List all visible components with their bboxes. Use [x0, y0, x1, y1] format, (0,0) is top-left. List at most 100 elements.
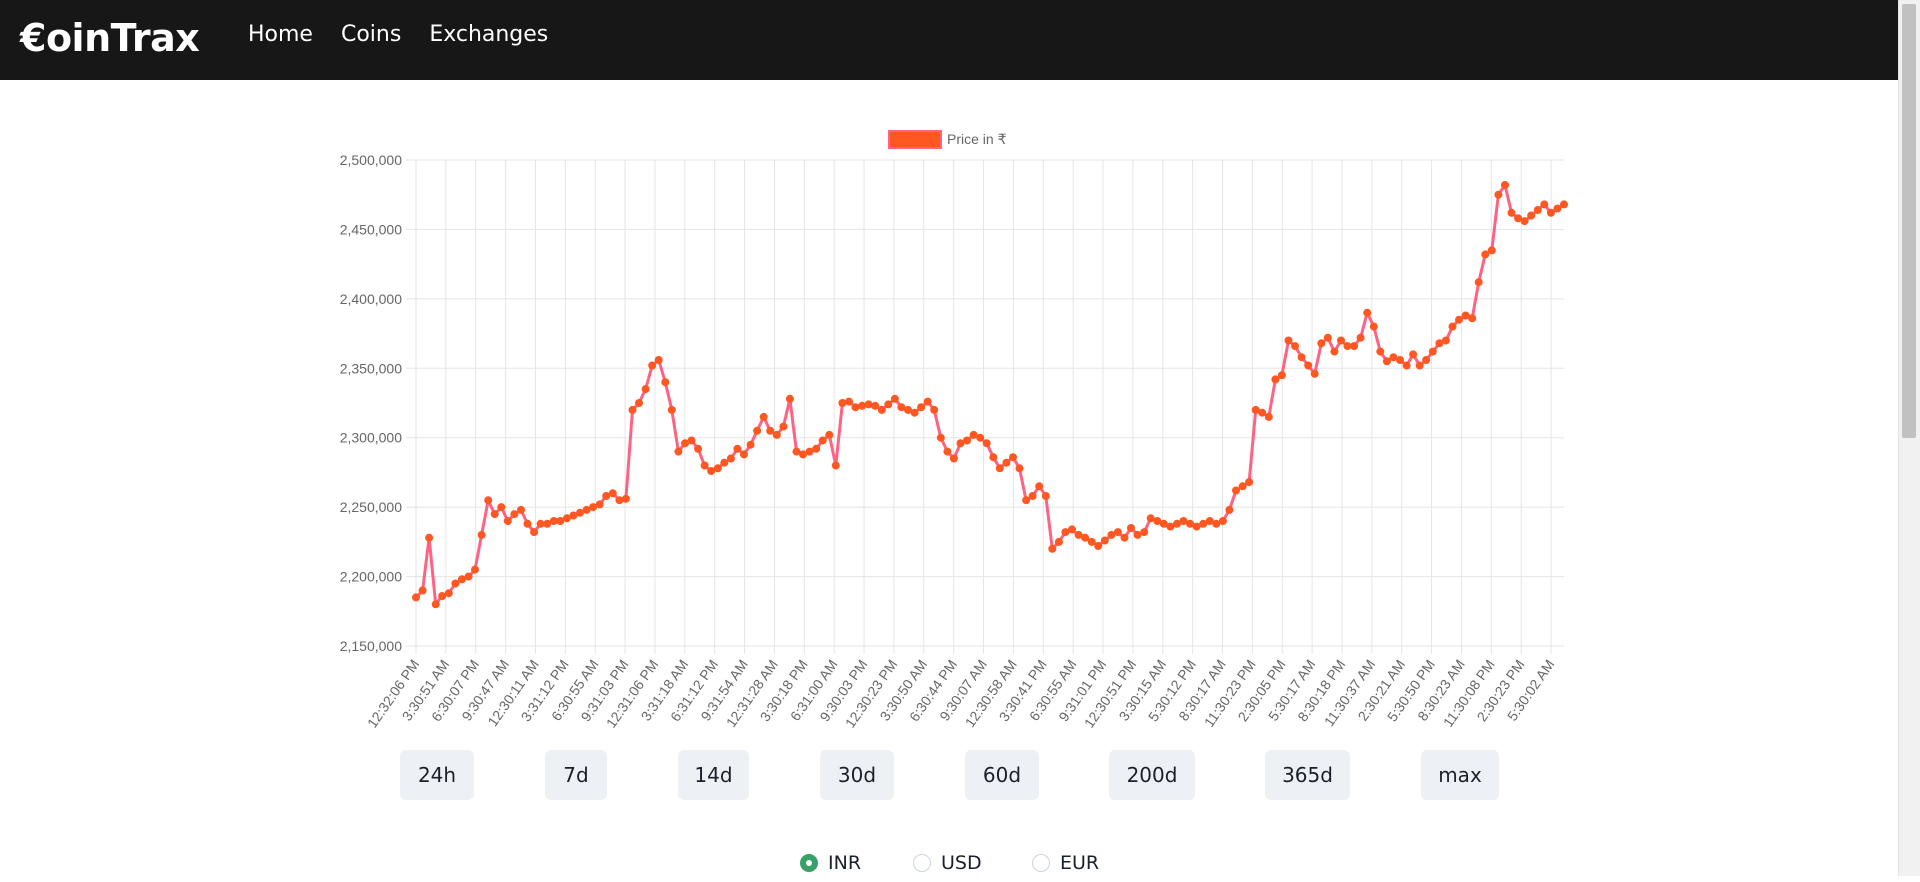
price-point[interactable]	[838, 399, 847, 407]
price-point[interactable]	[471, 565, 479, 574]
price-point[interactable]	[1205, 517, 1214, 525]
price-point[interactable]	[438, 592, 447, 600]
range-button-14d[interactable]: 14d	[678, 750, 749, 800]
price-point[interactable]	[1159, 519, 1168, 528]
price-point[interactable]	[871, 401, 880, 410]
price-point[interactable]	[635, 399, 643, 407]
price-point[interactable]	[608, 489, 617, 498]
price-point[interactable]	[1527, 211, 1536, 220]
price-point[interactable]	[1087, 537, 1096, 546]
price-point[interactable]	[412, 593, 420, 602]
price-point[interactable]	[904, 405, 912, 414]
price-point[interactable]	[1481, 250, 1490, 259]
price-point[interactable]	[1369, 322, 1378, 331]
price-point[interactable]	[1192, 522, 1201, 531]
price-point[interactable]	[549, 517, 558, 525]
price-point[interactable]	[1520, 217, 1529, 226]
price-point[interactable]	[1330, 347, 1339, 356]
price-point[interactable]	[766, 426, 775, 435]
radio-inr[interactable]	[800, 854, 818, 872]
price-point[interactable]	[1140, 528, 1149, 537]
price-point[interactable]	[1127, 524, 1135, 532]
price-point[interactable]	[884, 400, 893, 409]
range-button-7d[interactable]: 7d	[545, 750, 607, 800]
price-point[interactable]	[1376, 347, 1385, 356]
price-point[interactable]	[1533, 206, 1542, 214]
price-point[interactable]	[845, 397, 853, 406]
price-point[interactable]	[740, 450, 748, 459]
price-point[interactable]	[1310, 369, 1319, 378]
price-point[interactable]	[713, 464, 722, 473]
price-point[interactable]	[1468, 314, 1477, 323]
range-button-24h[interactable]: 24h	[400, 750, 474, 800]
price-point[interactable]	[1297, 353, 1306, 362]
price-point[interactable]	[1560, 200, 1568, 209]
price-point[interactable]	[1448, 322, 1457, 331]
price-point[interactable]	[720, 458, 729, 467]
price-point[interactable]	[1074, 530, 1083, 539]
price-point[interactable]	[654, 356, 663, 364]
price-point[interactable]	[1546, 208, 1555, 217]
currency-option-inr[interactable]: INR	[800, 852, 861, 874]
price-point[interactable]	[936, 433, 945, 442]
price-point[interactable]	[851, 403, 860, 412]
price-point[interactable]	[1389, 353, 1398, 362]
range-button-max[interactable]: max	[1421, 750, 1499, 800]
price-point[interactable]	[503, 517, 512, 525]
price-point[interactable]	[917, 403, 926, 412]
price-point[interactable]	[451, 579, 460, 588]
price-point[interactable]	[1173, 519, 1181, 528]
price-point[interactable]	[949, 454, 958, 463]
price-point[interactable]	[1494, 190, 1503, 199]
price-point[interactable]	[1028, 492, 1037, 500]
price-point[interactable]	[1015, 464, 1024, 473]
price-point[interactable]	[812, 444, 821, 453]
price-point[interactable]	[1238, 482, 1247, 491]
price-point[interactable]	[989, 453, 998, 462]
price-point[interactable]	[969, 430, 978, 439]
price-point[interactable]	[556, 517, 565, 525]
price-point[interactable]	[582, 505, 591, 514]
price-point[interactable]	[1514, 214, 1523, 223]
price-point[interactable]	[1054, 537, 1063, 546]
price-point[interactable]	[976, 433, 985, 442]
price-point[interactable]	[431, 600, 440, 609]
price-point[interactable]	[1435, 339, 1444, 348]
price-point[interactable]	[792, 447, 801, 456]
price-point[interactable]	[523, 519, 532, 528]
price-point[interactable]	[648, 361, 657, 370]
nav-link-home[interactable]: Home	[248, 22, 313, 47]
price-point[interactable]	[444, 589, 453, 598]
price-point[interactable]	[707, 467, 716, 475]
price-point[interactable]	[818, 436, 827, 445]
price-point[interactable]	[1081, 533, 1090, 542]
price-point[interactable]	[490, 510, 499, 519]
price-point[interactable]	[864, 400, 873, 409]
radio-eur[interactable]	[1032, 854, 1050, 872]
price-point[interactable]	[1343, 342, 1352, 351]
chart-legend[interactable]: Price in ₹	[888, 130, 1007, 149]
price-point[interactable]	[1501, 181, 1509, 189]
price-point[interactable]	[1461, 311, 1470, 320]
nav-link-exchanges[interactable]: Exchanges	[429, 22, 549, 47]
price-point[interactable]	[1035, 482, 1044, 491]
price-point[interactable]	[1428, 347, 1437, 356]
price-point[interactable]	[543, 519, 552, 528]
price-point[interactable]	[1146, 514, 1155, 523]
price-point[interactable]	[1009, 453, 1017, 462]
price-point[interactable]	[569, 511, 578, 520]
price-point[interactable]	[831, 461, 840, 470]
price-point[interactable]	[674, 447, 683, 456]
price-point[interactable]	[1153, 517, 1162, 525]
radio-usd[interactable]	[913, 854, 931, 872]
price-point[interactable]	[1133, 530, 1142, 539]
price-point[interactable]	[562, 514, 571, 523]
price-point[interactable]	[759, 412, 768, 421]
price-point[interactable]	[1487, 246, 1496, 255]
price-point[interactable]	[1317, 339, 1326, 348]
price-point[interactable]	[1277, 371, 1286, 380]
price-point[interactable]	[779, 422, 788, 431]
price-point[interactable]	[982, 439, 991, 448]
price-point[interactable]	[1113, 528, 1122, 537]
price-point[interactable]	[1402, 361, 1411, 370]
